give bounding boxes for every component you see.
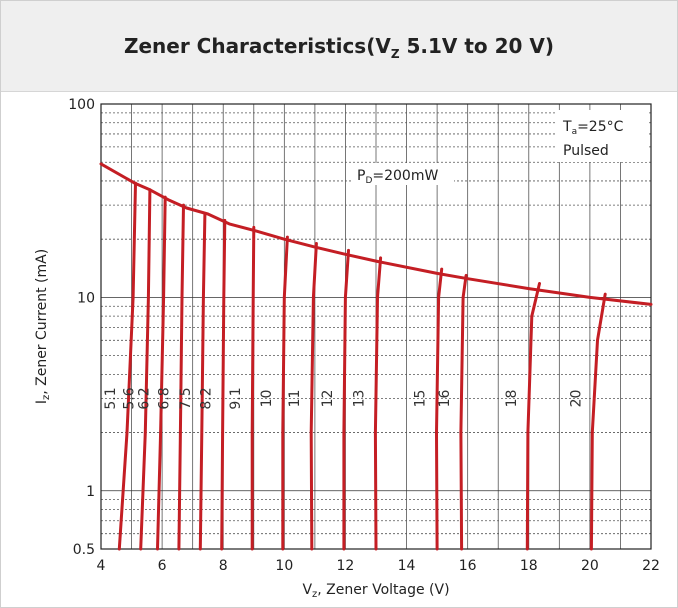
conditions-label-background bbox=[557, 110, 647, 162]
zener-curve-10 bbox=[281, 235, 289, 551]
chart-title-subscript: Z bbox=[390, 47, 400, 61]
zener-curve-12 bbox=[342, 248, 350, 551]
y-tick-label: 100 bbox=[68, 97, 95, 113]
curve-label: 5.6 bbox=[121, 387, 137, 409]
x-tick-label: 18 bbox=[520, 558, 538, 574]
zener-curve-5.1 bbox=[117, 181, 137, 551]
zener-curve-5.6 bbox=[139, 188, 152, 551]
chart-title-prefix: Zener Characteristics(V bbox=[123, 34, 391, 58]
zener-curve-7.5 bbox=[198, 212, 207, 551]
power-annotation: PD=200mW bbox=[357, 168, 438, 186]
curve-label: 20 bbox=[568, 390, 584, 408]
x-tick-label: 8 bbox=[219, 558, 228, 574]
power-limit-curve bbox=[99, 162, 653, 306]
chart-title: Zener Characteristics(VZ 5.1V to 20 V) bbox=[1, 1, 677, 91]
y-axis-title: Iz, Zener Current (mA) bbox=[34, 249, 52, 404]
zener-curve-15 bbox=[435, 267, 444, 551]
curve-label: 6.2 bbox=[137, 387, 153, 409]
x-tick-label: 6 bbox=[158, 558, 167, 574]
zener-curve-16 bbox=[459, 273, 468, 551]
zener-curve-11 bbox=[309, 242, 318, 551]
curve-label: 7.5 bbox=[178, 387, 194, 409]
curve-label: 18 bbox=[504, 390, 520, 408]
curve-label: 5.1 bbox=[103, 387, 119, 409]
curve-label: 11 bbox=[287, 390, 303, 408]
x-tick-label: 10 bbox=[275, 558, 293, 574]
zener-curve-13 bbox=[373, 256, 383, 551]
x-tick-label: 20 bbox=[581, 558, 599, 574]
curve-label: 6.8 bbox=[156, 387, 172, 409]
curve-label: 16 bbox=[437, 390, 453, 408]
curve-label: 10 bbox=[259, 390, 275, 408]
x-tick-label: 14 bbox=[398, 558, 416, 574]
x-tick-label: 4 bbox=[97, 558, 106, 574]
chart-header: Zener Characteristics(VZ 5.1V to 20 V) bbox=[1, 1, 677, 92]
chart-title-suffix: 5.1V to 20 V) bbox=[399, 34, 555, 58]
power-label-background bbox=[352, 163, 454, 185]
curve-label: 15 bbox=[413, 390, 429, 408]
curve-label: 8.2 bbox=[199, 387, 215, 409]
zener-curve-18 bbox=[525, 282, 541, 551]
zener-curve-6.8 bbox=[177, 203, 185, 551]
x-tick-label: 12 bbox=[337, 558, 355, 574]
temperature-annotation: Ta=25°C bbox=[562, 119, 624, 137]
x-axis-title: Vz, Zener Voltage (V) bbox=[302, 582, 449, 600]
y-tick-label: 0.5 bbox=[73, 542, 95, 558]
x-tick-label: 16 bbox=[459, 558, 477, 574]
zener-curve-20 bbox=[589, 292, 607, 551]
y-tick-label: 10 bbox=[77, 290, 95, 306]
x-tick-label: 22 bbox=[642, 558, 660, 574]
zener-curve-8.2 bbox=[220, 218, 227, 551]
curve-label: 12 bbox=[320, 390, 336, 408]
zener-curve-9.1 bbox=[250, 225, 256, 551]
curve-label: 13 bbox=[351, 390, 367, 408]
pulsed-annotation: Pulsed bbox=[563, 143, 609, 159]
y-tick-label: 1 bbox=[86, 484, 95, 500]
zener-curve-6.2 bbox=[156, 195, 167, 551]
curve-label: 9.1 bbox=[228, 387, 244, 409]
